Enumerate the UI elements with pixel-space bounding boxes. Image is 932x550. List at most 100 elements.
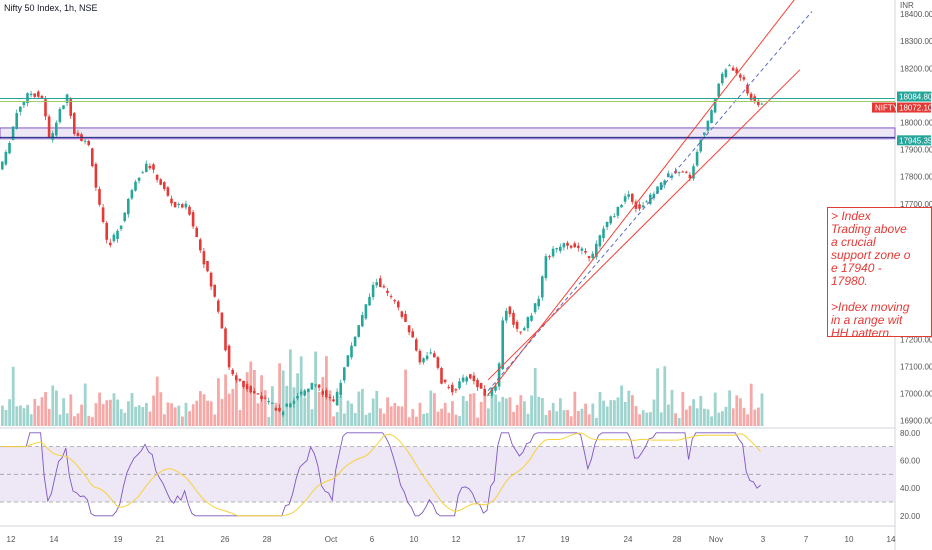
price-tick-label: 17100.00 <box>900 362 932 371</box>
candle <box>170 198 173 204</box>
volume-bar <box>494 394 497 426</box>
volume-bar <box>91 417 94 426</box>
candle <box>663 180 666 185</box>
candle <box>580 248 584 251</box>
candle <box>213 284 216 297</box>
candle <box>105 223 108 240</box>
candle <box>667 173 670 178</box>
candle <box>469 374 472 379</box>
volume-bar <box>166 402 170 426</box>
volume-bar <box>94 403 98 426</box>
volume-bar <box>425 413 429 426</box>
price-tick-label: 18000.00 <box>900 119 932 128</box>
support-zone <box>0 127 896 140</box>
volume-bar <box>195 400 199 426</box>
candle <box>109 242 112 246</box>
candle <box>418 350 422 363</box>
candle <box>760 103 764 105</box>
candle <box>533 303 537 313</box>
candle <box>746 84 749 94</box>
volume-bar <box>487 408 490 426</box>
candle <box>465 377 468 382</box>
candle <box>476 379 479 388</box>
volume-bar <box>238 410 242 426</box>
volume-bar <box>742 407 746 426</box>
volume-bar <box>674 413 677 426</box>
candle <box>184 203 188 208</box>
volume-bar <box>404 369 407 426</box>
candle <box>541 276 544 298</box>
volume-bar <box>256 403 260 426</box>
volume-bar <box>472 393 476 426</box>
rsi-pane <box>0 432 895 517</box>
volume-bar <box>483 392 487 426</box>
volume-bar <box>22 408 26 426</box>
time-tick-label: 7 <box>804 535 809 544</box>
volume-bar <box>8 399 11 426</box>
volume-bar <box>386 397 389 426</box>
volume-bar <box>627 390 631 426</box>
candle <box>62 105 65 109</box>
candle <box>566 242 569 246</box>
volume-bar <box>343 413 346 426</box>
volume-bar <box>339 395 343 426</box>
candle <box>555 248 558 250</box>
candle <box>346 355 350 367</box>
candle <box>397 301 400 308</box>
candle <box>559 246 562 251</box>
candle <box>429 352 432 354</box>
volume-bar <box>634 406 638 426</box>
volume-bar <box>213 414 217 426</box>
volume-bar <box>649 412 652 426</box>
price-label-box <box>897 102 931 113</box>
time-tick-label: 3 <box>761 535 766 544</box>
volume-bar <box>685 409 688 426</box>
candle <box>76 132 80 137</box>
volume-bar <box>361 388 364 426</box>
volume-bar <box>26 404 29 426</box>
volume-bar <box>281 370 285 426</box>
volume-bar <box>645 412 649 426</box>
rsi-ma-line <box>1 432 761 517</box>
candle <box>256 393 260 395</box>
candle <box>155 174 159 180</box>
volume-bar <box>523 401 526 426</box>
volume-bar <box>33 398 37 426</box>
volume-bar <box>289 349 292 426</box>
candle <box>325 390 328 398</box>
candle <box>141 172 144 174</box>
volume-bar <box>728 390 731 426</box>
annotation-line: in a range wit <box>831 313 903 327</box>
annotation-note: > Index Trading above a crucial support zon… <box>827 207 932 337</box>
candle <box>188 206 191 215</box>
volume-bar <box>422 414 425 426</box>
candle <box>152 164 155 170</box>
price-tick-label: 18400.00 <box>900 10 932 19</box>
candle <box>1 161 4 170</box>
time-tick-label: 6 <box>370 535 375 544</box>
volume-bar <box>591 403 595 426</box>
time-tick-label: 12 <box>452 535 461 544</box>
price-tick-label: 17200.00 <box>900 335 932 344</box>
time-tick-label: 14 <box>50 535 59 544</box>
candle <box>483 388 486 396</box>
candle <box>51 133 54 140</box>
candle <box>415 339 418 351</box>
volume-bar <box>397 406 400 426</box>
volume-bar <box>119 409 123 426</box>
volume-bar <box>451 401 454 426</box>
volume-bar <box>11 366 15 426</box>
volume-bar <box>116 399 119 426</box>
volume-bar <box>692 399 695 426</box>
volume-bar <box>652 399 656 426</box>
volume-bar <box>155 376 159 426</box>
volume-bar <box>1 405 4 426</box>
candle <box>94 163 98 188</box>
candle <box>235 375 238 381</box>
candle <box>285 403 288 407</box>
volume-bar <box>569 416 573 426</box>
candle <box>307 389 310 392</box>
volume-bar <box>555 411 559 426</box>
candle <box>303 390 306 396</box>
